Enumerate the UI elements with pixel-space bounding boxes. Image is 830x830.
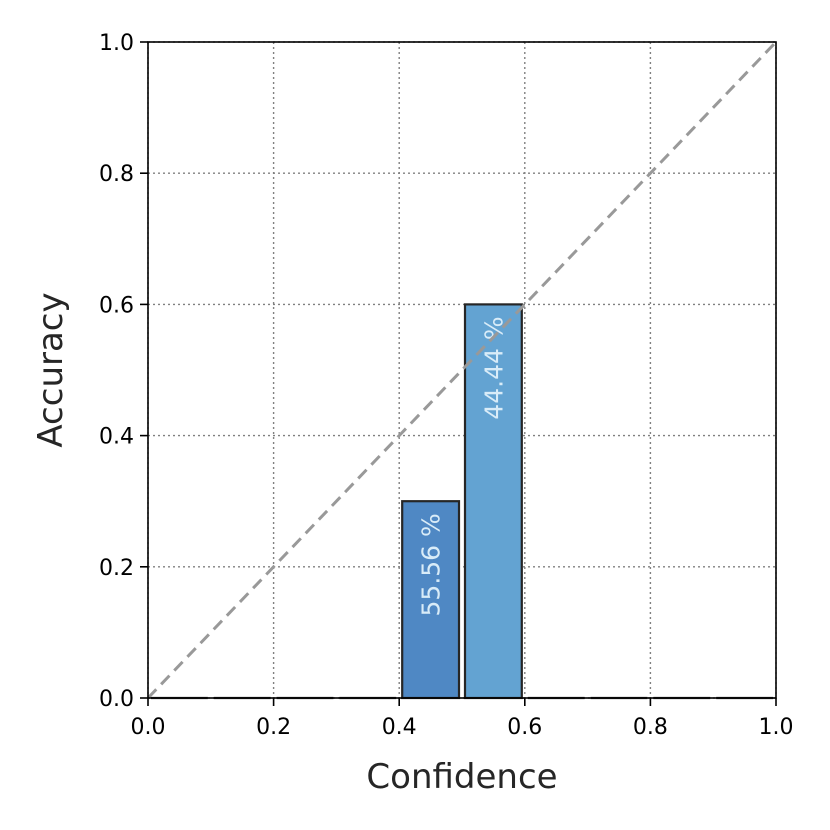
y-axis-title: Accuracy <box>31 292 71 447</box>
y-tick-label: 0.0 <box>99 687 134 712</box>
y-tick-label: 0.8 <box>99 162 134 187</box>
x-tick-label: 0.4 <box>382 715 417 740</box>
bar <box>401 500 461 700</box>
x-tick-label: 0.8 <box>633 715 668 740</box>
axis-ticks: 0.0 0.2 0.4 0.6 0.8 1.0 0.0 0.2 0.4 0.6 0.8 1.0 <box>99 31 794 740</box>
x-tick-label: 0.2 <box>256 715 291 740</box>
plot-frame <box>147 41 777 699</box>
x-tick-label: 1.0 <box>759 715 794 740</box>
bar-value-label: 55.56 % <box>417 513 446 616</box>
y-tick-label: 0.6 <box>99 293 134 318</box>
bars: 55.56 % 44.44 % <box>151 303 773 700</box>
y-tick-label: 0.2 <box>99 556 134 581</box>
bar-value-label: 44.44 % <box>479 316 508 419</box>
bar <box>463 303 523 700</box>
x-axis-title: Confidence <box>366 757 557 797</box>
x-tick-label: 0.6 <box>507 715 542 740</box>
y-tick-label: 0.4 <box>99 425 134 450</box>
x-tick-label: 0.0 <box>131 715 166 740</box>
y-tick-label: 1.0 <box>99 31 134 56</box>
